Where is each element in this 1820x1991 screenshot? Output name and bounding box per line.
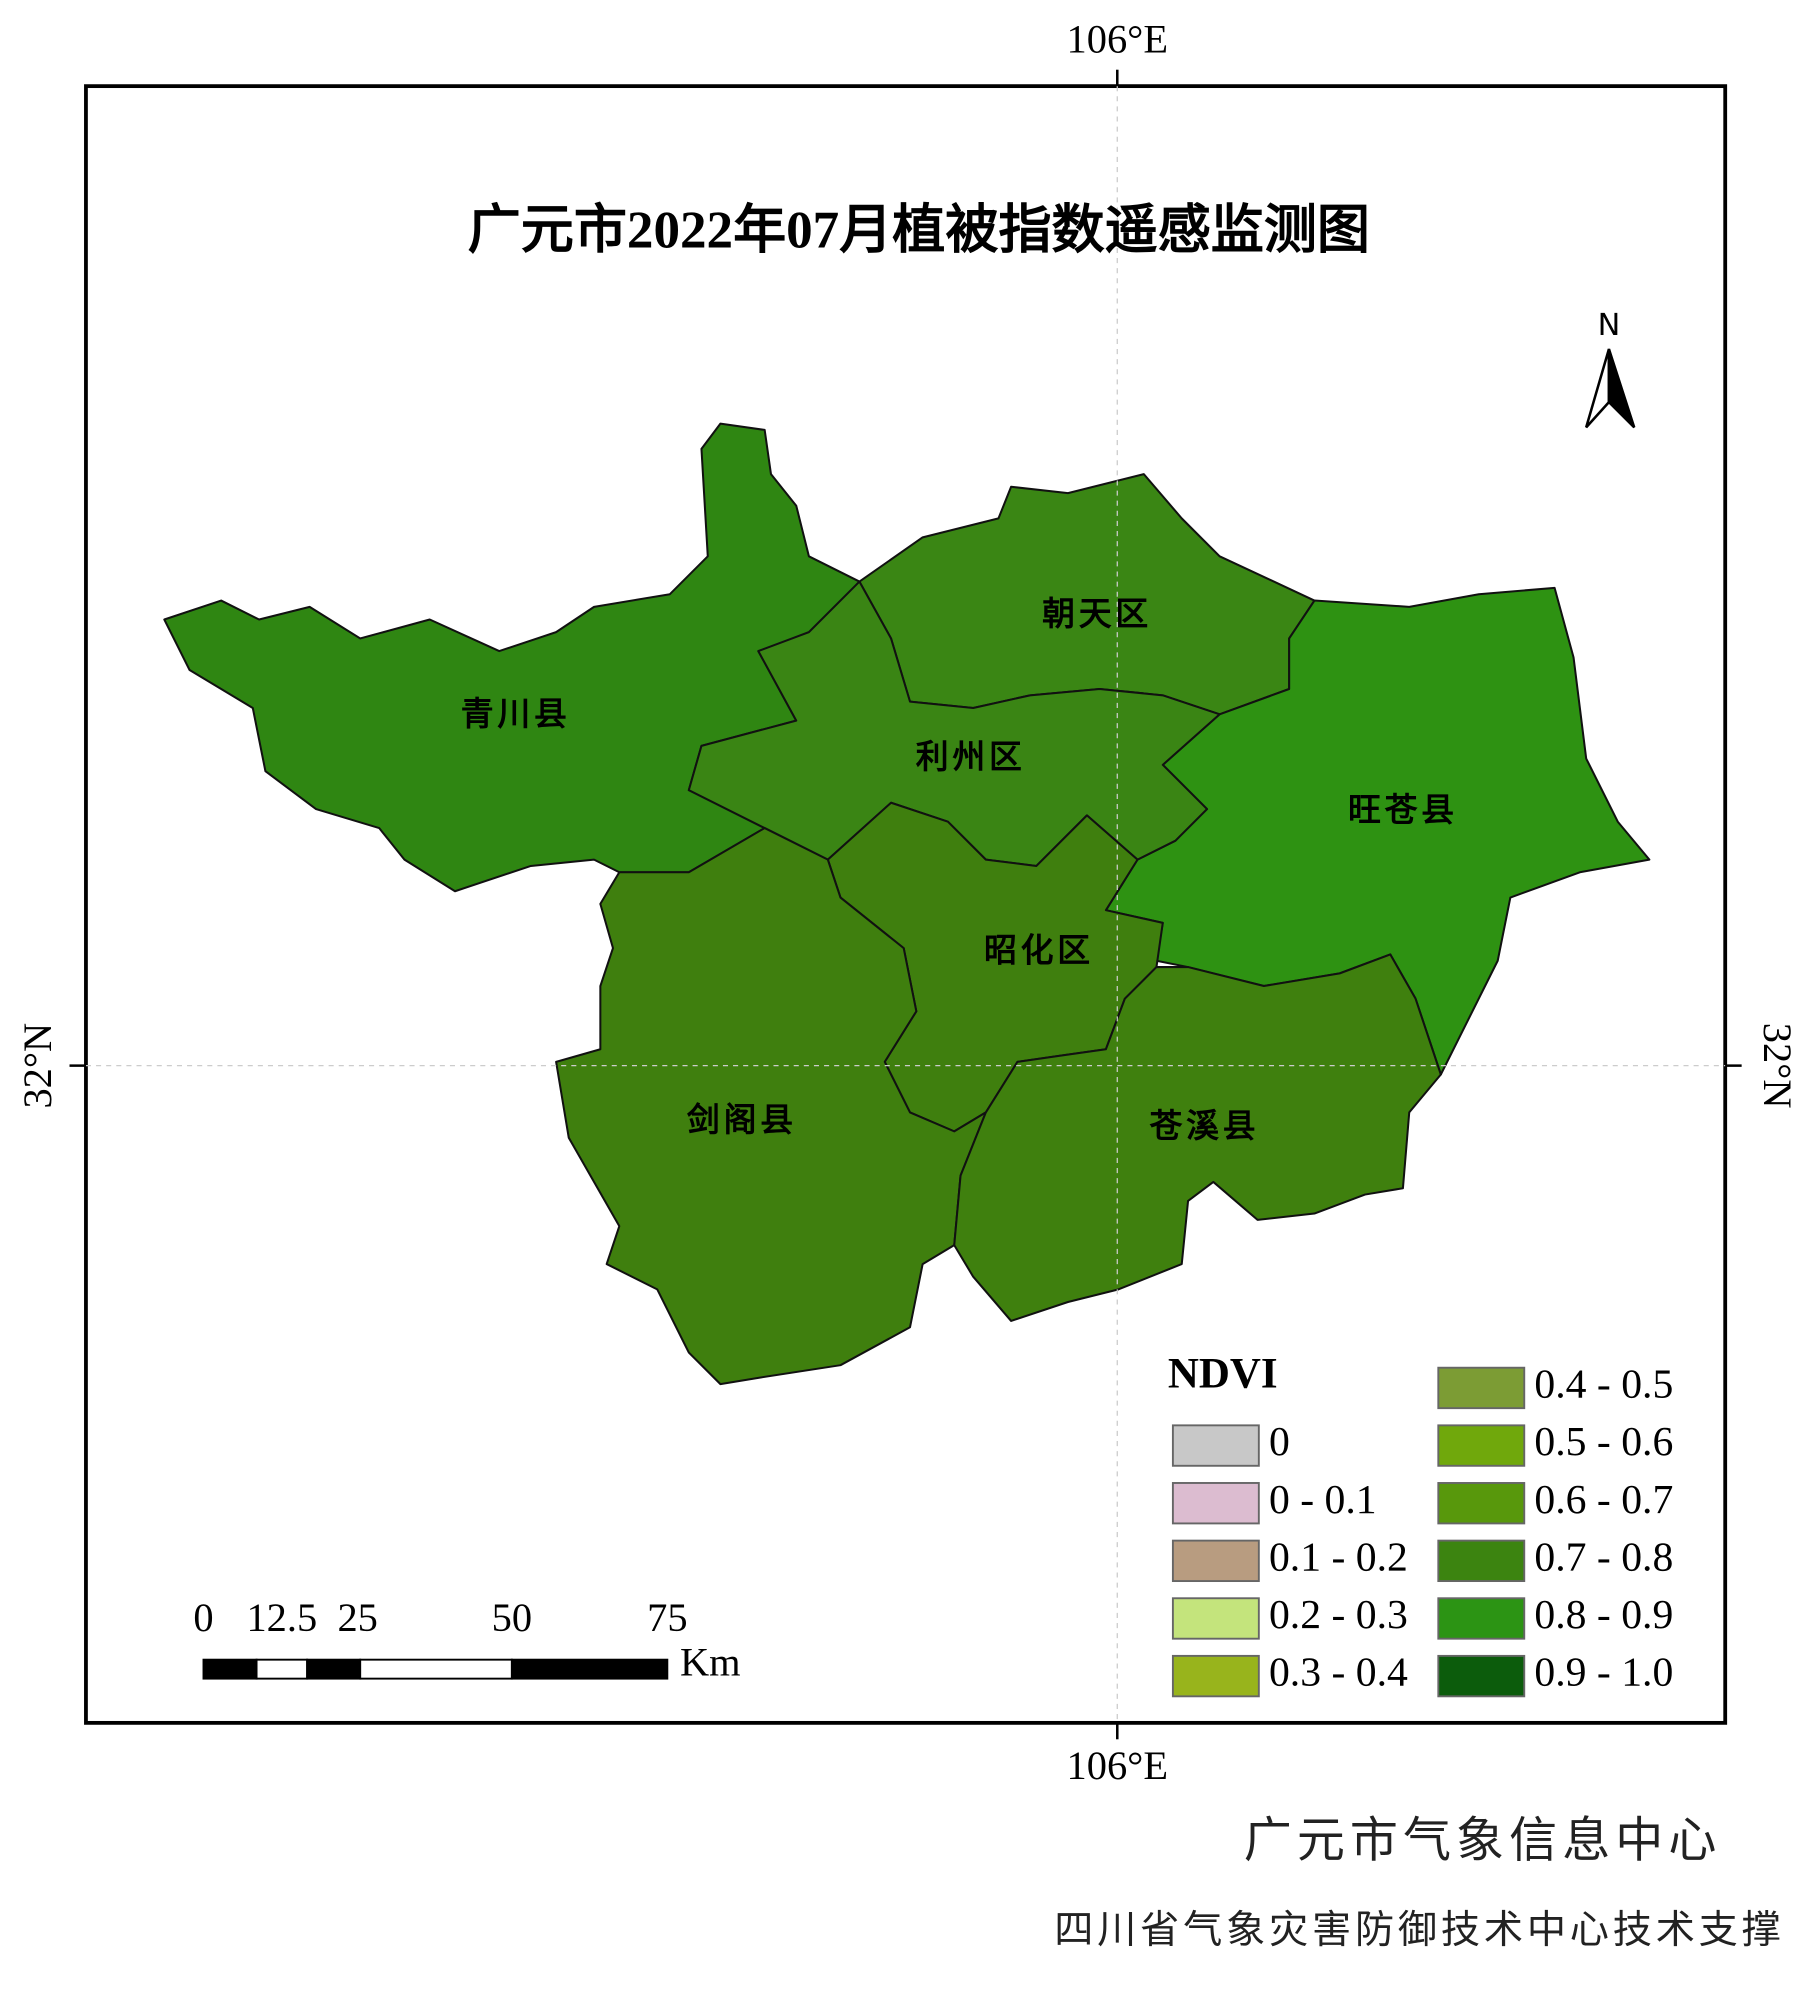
legend-swatch [1437, 1597, 1526, 1640]
north-label: N [1598, 308, 1621, 343]
district-label: 剑阁县 [687, 1100, 797, 1139]
district-label: 朝天区 [1042, 594, 1152, 633]
legend-label: 0.6 - 0.7 [1534, 1477, 1673, 1523]
legend: NDVI 0 0 - 0.1 0.1 - 0.2 0.2 - 0.3 0.3 - 0.4… [1168, 1351, 1673, 1698]
legend-title: NDVI [1168, 1351, 1278, 1398]
district-label: 昭化区 [984, 930, 1094, 969]
graticule-label: 32°N [1755, 1023, 1800, 1109]
scale-label: 12.5 [246, 1595, 317, 1640]
scale-segment [510, 1658, 669, 1680]
legend-label: 0 - 0.1 [1269, 1477, 1377, 1523]
legend-label: 0.5 - 0.6 [1534, 1419, 1673, 1465]
legend-label: 0 [1269, 1419, 1290, 1465]
district-cangxi [953, 953, 1442, 1322]
scale-label: 50 [492, 1595, 532, 1640]
legend-swatch [1171, 1424, 1260, 1467]
district-label: 利州区 [916, 737, 1026, 776]
legend-label: 0.1 - 0.2 [1269, 1534, 1408, 1580]
districts [163, 422, 1651, 1386]
legend-label: 0.4 - 0.5 [1534, 1362, 1673, 1408]
north-arrow: N [1584, 308, 1636, 429]
graticule-label: 106°E [1067, 1743, 1169, 1788]
district-label: 青川县 [461, 694, 571, 733]
legend-swatch [1437, 1424, 1526, 1467]
scale-label: 0 [193, 1595, 213, 1640]
scale-unit: Km [680, 1639, 741, 1684]
legend-label: 0.3 - 0.4 [1269, 1650, 1408, 1696]
legend-swatch [1437, 1654, 1526, 1698]
scale-segment [306, 1658, 362, 1680]
scale-label: 25 [337, 1595, 377, 1640]
legend-swatch [1171, 1539, 1260, 1583]
legend-swatch [1437, 1482, 1526, 1525]
scale-bar: 0 12.5 25 50 75 Km [193, 1595, 740, 1684]
graticule-label: 32°N [15, 1023, 60, 1109]
scale-segment [202, 1658, 258, 1680]
legend-swatch [1171, 1597, 1260, 1640]
legend-swatch [1171, 1482, 1260, 1525]
credit: 广元市气象信息中心 [1244, 1814, 1722, 1867]
scale-label: 75 [647, 1595, 687, 1640]
district-jiange [555, 827, 987, 1386]
legend-label: 0.2 - 0.3 [1269, 1592, 1408, 1638]
credit: 四川省气象灾害防御技术中心技术支撑 [1054, 1909, 1784, 1952]
scale-segment [359, 1658, 513, 1680]
district-label: 苍溪县 [1150, 1106, 1260, 1145]
district-label: 旺苍县 [1348, 790, 1458, 829]
map-title: 广元市2022年07月植被指数遥感监测图 [468, 200, 1370, 259]
legend-swatch [1171, 1654, 1260, 1698]
legend-swatch [1437, 1539, 1526, 1583]
legend-label: 0.7 - 0.8 [1534, 1534, 1673, 1580]
legend-swatch [1437, 1366, 1526, 1410]
legend-label: 0.8 - 0.9 [1534, 1592, 1673, 1638]
graticule-label: 106°E [1067, 16, 1169, 61]
scale-segment [255, 1658, 309, 1680]
north-arrow-right [1607, 348, 1636, 429]
legend-label: 0.9 - 1.0 [1534, 1650, 1673, 1696]
